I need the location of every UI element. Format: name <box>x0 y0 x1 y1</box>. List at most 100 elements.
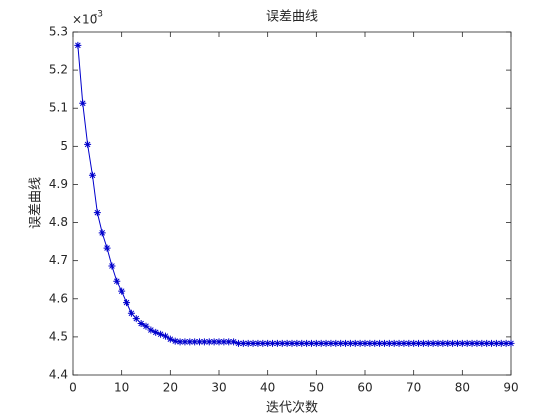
marker <box>181 338 189 346</box>
y-tick-label: 4.7 <box>49 253 68 267</box>
marker <box>351 339 359 347</box>
marker <box>205 338 213 346</box>
marker <box>103 244 111 252</box>
marker <box>307 339 315 347</box>
x-tick-label: 0 <box>69 381 77 395</box>
marker <box>215 338 223 346</box>
y-multiplier-base: ×10 <box>72 13 97 27</box>
marker <box>127 309 135 317</box>
marker <box>244 339 252 347</box>
marker <box>380 339 388 347</box>
y-tick-label: 4.6 <box>49 291 68 305</box>
marker <box>483 339 491 347</box>
y-tick-label: 4.4 <box>49 368 68 382</box>
marker <box>444 339 452 347</box>
marker <box>264 339 272 347</box>
marker <box>254 339 262 347</box>
marker <box>390 339 398 347</box>
marker <box>468 339 476 347</box>
marker <box>132 315 140 323</box>
marker <box>502 339 510 347</box>
marker <box>259 339 267 347</box>
marker <box>439 339 447 347</box>
marker <box>356 339 364 347</box>
marker <box>113 277 121 285</box>
marker <box>186 338 194 346</box>
marker <box>371 339 379 347</box>
marker <box>249 339 257 347</box>
marker <box>93 209 101 217</box>
marker <box>137 320 145 328</box>
marker <box>346 339 354 347</box>
y-tick-label: 5.1 <box>49 101 68 115</box>
marker <box>142 322 150 330</box>
marker <box>405 339 413 347</box>
marker <box>220 338 228 346</box>
marker <box>463 339 471 347</box>
marker <box>488 339 496 347</box>
marker <box>234 339 242 347</box>
x-tick-label: 40 <box>260 381 275 395</box>
marker <box>269 339 277 347</box>
y-axis-label: 误差曲线 <box>29 177 44 229</box>
marker <box>424 339 432 347</box>
marker <box>98 229 106 237</box>
marker <box>171 337 179 345</box>
marker <box>298 339 306 347</box>
marker <box>79 99 87 107</box>
marker <box>74 41 82 49</box>
x-tick-label: 20 <box>163 381 178 395</box>
x-tick-label: 60 <box>357 381 372 395</box>
marker <box>273 339 281 347</box>
marker <box>332 339 340 347</box>
marker <box>225 338 233 346</box>
marker <box>210 338 218 346</box>
marker <box>337 339 345 347</box>
y-tick-label: 5.3 <box>49 25 68 39</box>
marker <box>230 338 238 346</box>
marker <box>478 339 486 347</box>
x-tick-label: 30 <box>211 381 226 395</box>
marker <box>84 140 92 148</box>
marker <box>415 339 423 347</box>
marker <box>312 339 320 347</box>
marker <box>400 339 408 347</box>
marker <box>342 339 350 347</box>
marker <box>434 339 442 347</box>
marker <box>317 339 325 347</box>
marker <box>449 339 457 347</box>
marker <box>322 339 330 347</box>
marker <box>293 339 301 347</box>
marker <box>507 339 515 347</box>
x-tick-label: 70 <box>406 381 421 395</box>
marker <box>123 299 131 307</box>
x-tick-label: 90 <box>503 381 518 395</box>
marker <box>157 330 165 338</box>
marker <box>200 338 208 346</box>
marker <box>176 338 184 346</box>
y-multiplier-exponent: -3 <box>94 10 103 20</box>
marker <box>473 339 481 347</box>
x-tick-label: 50 <box>309 381 324 395</box>
marker <box>361 339 369 347</box>
marker <box>303 339 311 347</box>
marker <box>458 339 466 347</box>
marker <box>395 339 403 347</box>
x-tick-label: 80 <box>455 381 470 395</box>
marker <box>166 335 174 343</box>
marker <box>366 339 374 347</box>
x-tick-label: 10 <box>114 381 129 395</box>
marker <box>327 339 335 347</box>
marker <box>196 338 204 346</box>
marker <box>419 339 427 347</box>
marker <box>118 287 126 295</box>
marker <box>88 171 96 179</box>
marker <box>410 339 418 347</box>
marker <box>497 339 505 347</box>
marker <box>278 339 286 347</box>
marker <box>429 339 437 347</box>
marker <box>376 339 384 347</box>
y-tick-label: 5.2 <box>49 63 68 77</box>
